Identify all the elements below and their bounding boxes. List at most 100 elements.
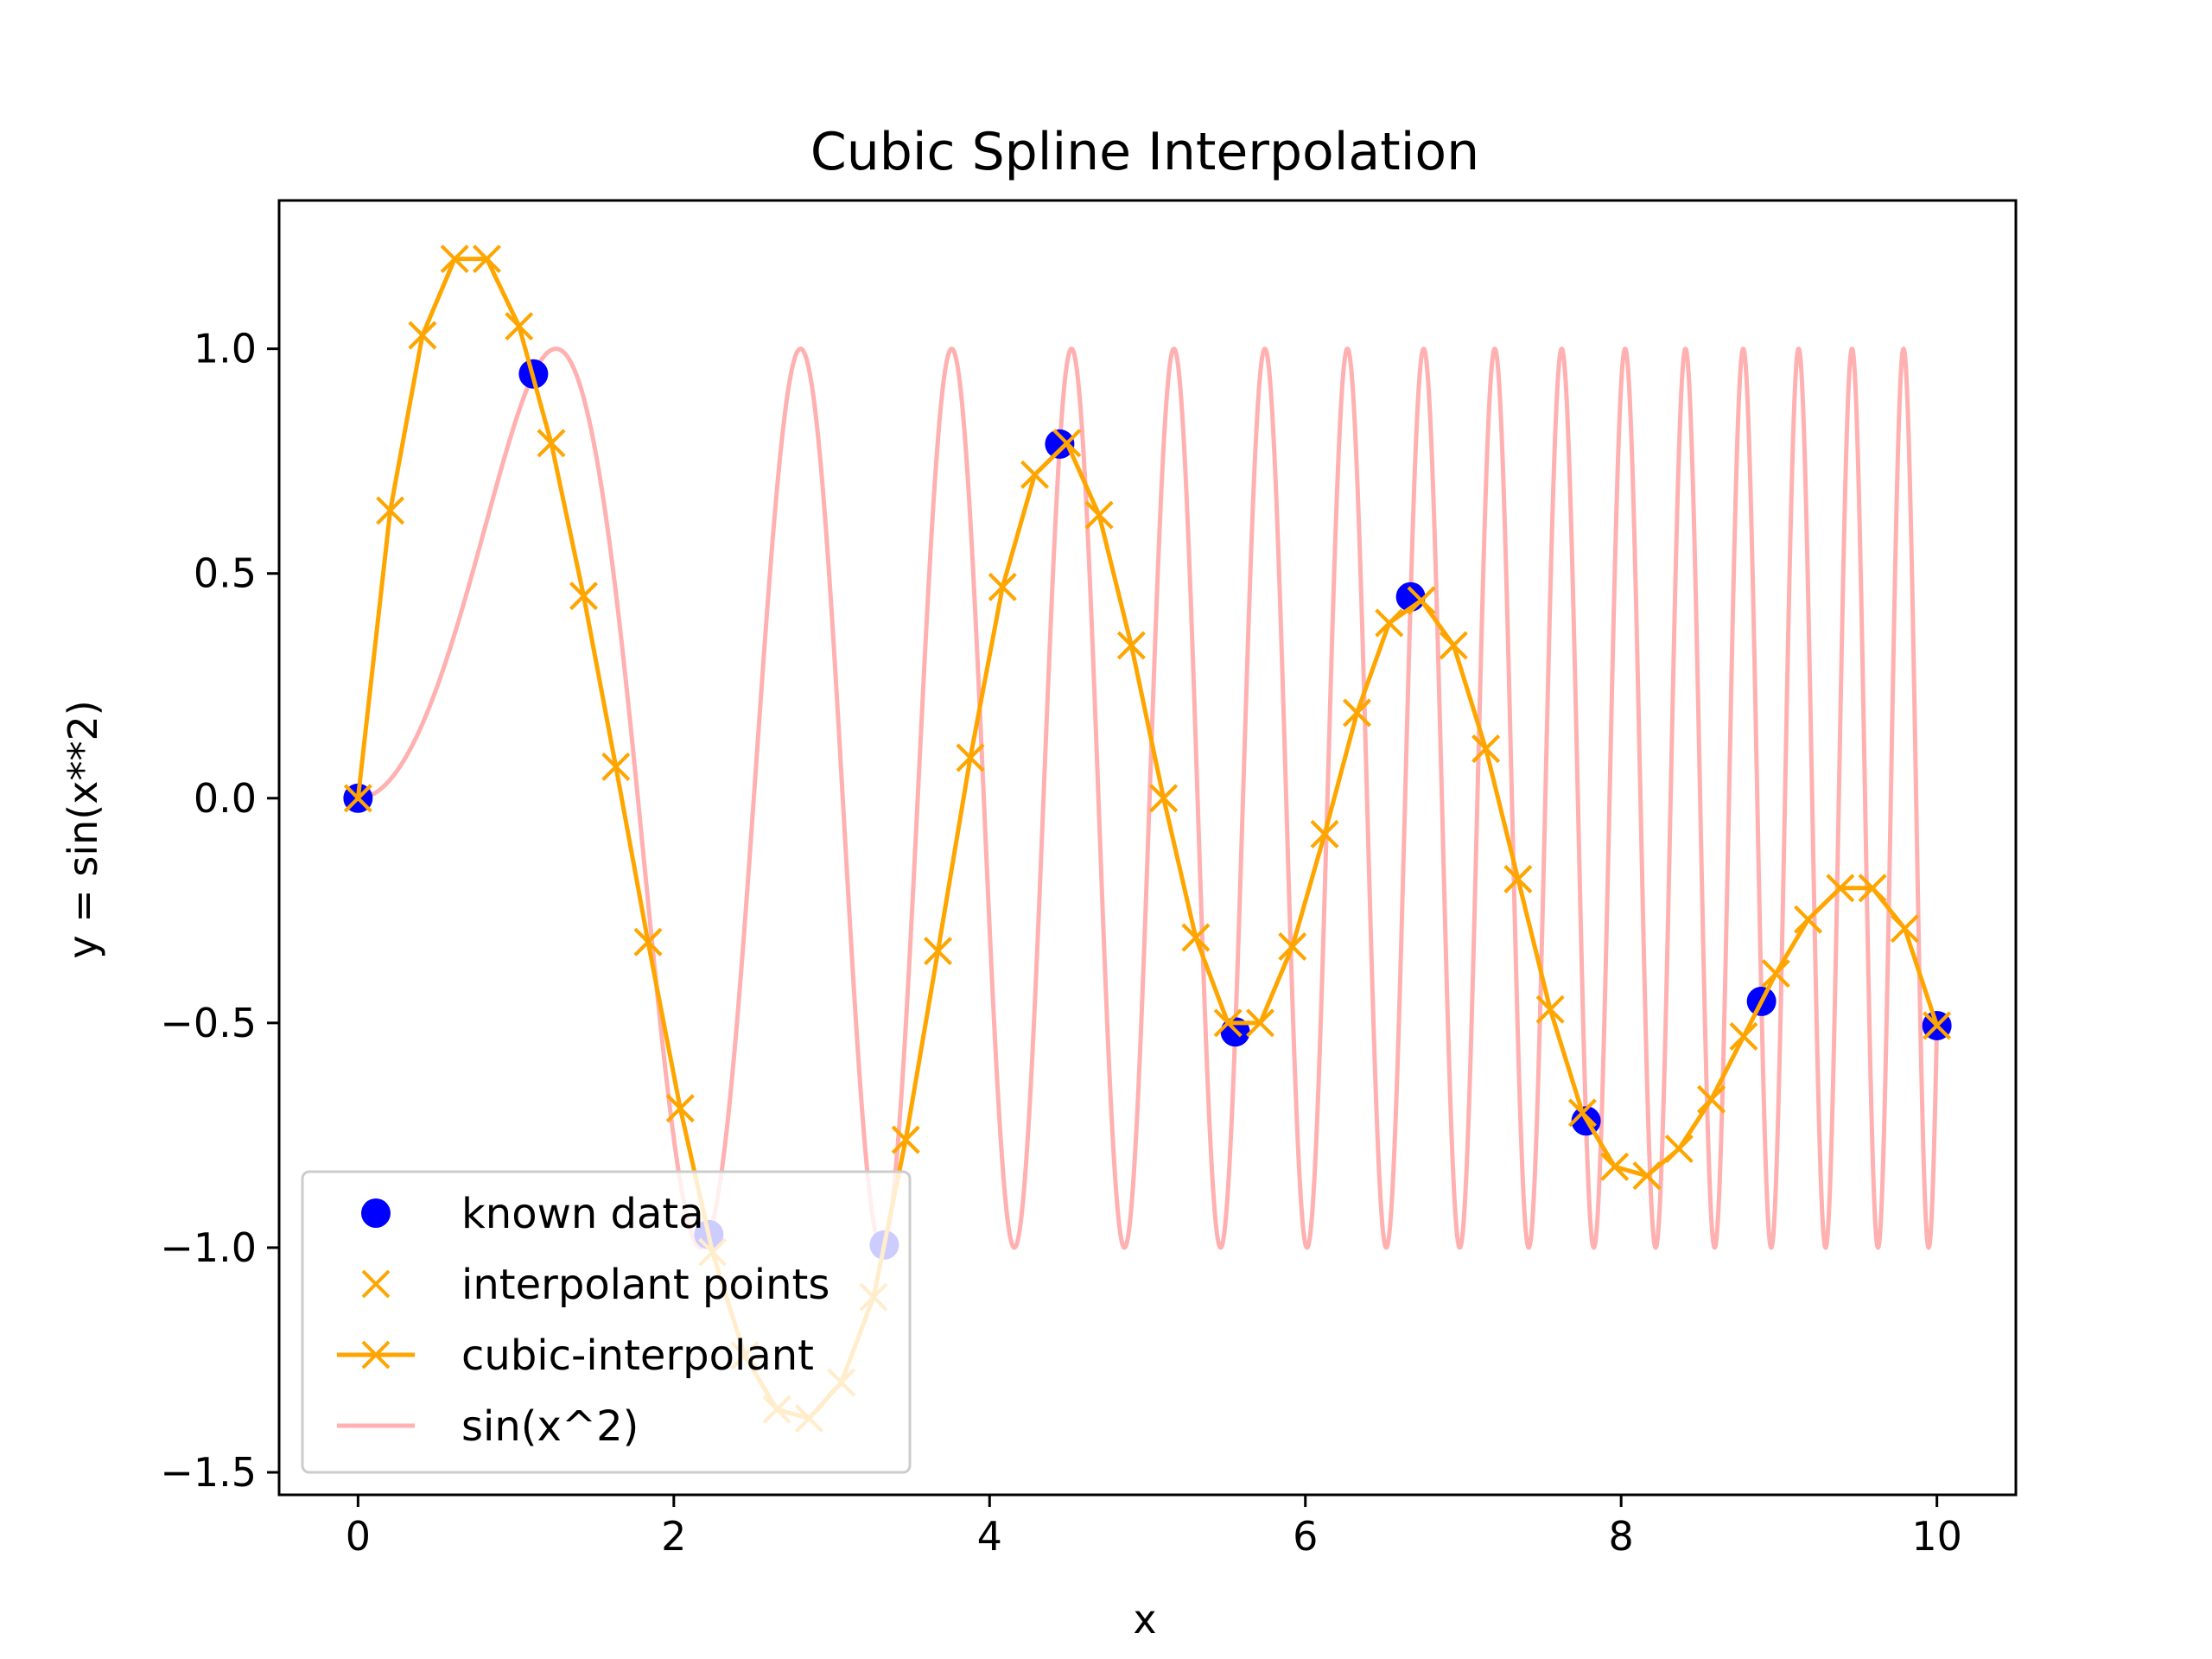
- cubic-interpolant-marker: [956, 743, 985, 772]
- cubic-interpolant-marker: [537, 429, 566, 458]
- legend-handle-cubic-marker-stroke-b: [361, 1340, 391, 1370]
- cubic-interpolant-marker-stroke-b: [1697, 1084, 1726, 1114]
- cubic-interpolant-marker: [1503, 864, 1533, 893]
- cubic-interpolant-marker-stroke-b: [1503, 864, 1533, 893]
- x-tick-label: 4: [977, 1513, 1002, 1560]
- x-tick-label: 6: [1293, 1513, 1318, 1560]
- series-sin-x2-line: [356, 346, 1940, 1250]
- cubic-interpolant-marker: [1375, 608, 1404, 638]
- cubic-interpolant-marker: [343, 784, 372, 813]
- cubic-interpolant-marker: [1181, 923, 1211, 952]
- cubic-interpolant-marker-stroke-b: [1632, 1161, 1662, 1191]
- cubic-interpolant-marker: [1567, 1098, 1597, 1128]
- y-tick-label: −1.0: [160, 1224, 257, 1271]
- cubic-interpolant-marker: [1697, 1084, 1726, 1114]
- cubic-interpolant-marker-stroke-b: [988, 572, 1017, 601]
- cubic-interpolant-marker: [633, 927, 663, 957]
- legend-handle-interpolant-points-stroke-b: [361, 1269, 391, 1299]
- cubic-interpolant-marker-stroke-b: [1375, 608, 1404, 638]
- y-tick-label: −1.5: [160, 1449, 257, 1496]
- cubic-interpolant-marker: [1535, 995, 1565, 1024]
- cubic-interpolant-marker-stroke-b: [924, 937, 952, 966]
- x-tick-label: 2: [661, 1513, 686, 1560]
- cubic-interpolant-marker-stroke-b: [569, 582, 598, 611]
- cubic-interpolant-marker: [891, 1125, 920, 1154]
- cubic-interpolant-marker-stroke-b: [1343, 698, 1371, 728]
- cubic-interpolant-marker: [440, 245, 469, 274]
- chart-title: Cubic Spline Interpolation: [810, 122, 1479, 182]
- cubic-interpolant-marker: [1794, 905, 1822, 934]
- cubic-interpolant-marker-stroke-b: [1310, 819, 1339, 849]
- cubic-interpolant-marker: [1439, 631, 1468, 660]
- cubic-interpolant-marker: [1084, 500, 1114, 530]
- x-tick-label: 10: [1911, 1513, 1962, 1560]
- cubic-interpolant-marker: [1149, 784, 1179, 813]
- cubic-interpolant-marker: [1213, 1008, 1243, 1038]
- cubic-interpolant-marker-stroke-b: [1246, 1008, 1274, 1038]
- cubic-interpolant-marker-stroke-b: [1052, 429, 1082, 458]
- cubic-interpolant-marker: [473, 245, 501, 274]
- known-data-point: [1045, 429, 1075, 459]
- cubic-interpolant-marker-stroke-b: [1567, 1098, 1597, 1128]
- axes-frame: [277, 199, 2018, 1497]
- cubic-interpolant-marker-stroke-b: [440, 245, 469, 274]
- cubic-interpolant-marker-stroke-b: [505, 312, 534, 341]
- cubic-interpolant-marker-stroke-b: [1116, 631, 1146, 660]
- cubic-interpolant-marker-stroke-b: [1535, 995, 1565, 1024]
- cubic-interpolant-marker: [1343, 698, 1371, 728]
- cubic-interpolant-marker: [665, 1094, 695, 1123]
- cubic-interpolant-marker-stroke-b: [376, 496, 405, 525]
- cubic-interpolant-marker: [1761, 959, 1790, 988]
- cubic-interpolant-marker: [1020, 460, 1049, 489]
- cubic-interpolant-marker: [376, 496, 405, 525]
- cubic-interpolant-marker: [1278, 932, 1307, 961]
- y-tick-label: 0.5: [194, 550, 257, 597]
- axes: 0 2 4 6 8 10 −1.5 −1.0 −0.5 0.0 0.5 1.0: [160, 199, 2018, 1560]
- cubic-interpolant-marker-stroke-b: [1020, 460, 1049, 489]
- x-axis-label: x: [1133, 1596, 1156, 1643]
- cubic-interpolant-marker: [505, 312, 534, 341]
- cubic-interpolant-marker-stroke-b: [1858, 874, 1887, 903]
- cubic-interpolant-marker-stroke-b: [956, 743, 985, 772]
- cubic-interpolant-marker-stroke-b: [601, 752, 631, 781]
- cubic-interpolant-marker-stroke-b: [1794, 905, 1822, 934]
- cubic-interpolant-marker: [1116, 631, 1146, 660]
- legend-box: [301, 1170, 912, 1474]
- legend-label: cubic-interpolant: [461, 1332, 814, 1380]
- legend-handle-cubic-marker: [361, 1340, 391, 1370]
- legend-label: interpolant points: [461, 1261, 830, 1309]
- cubic-interpolant-marker: [988, 572, 1017, 601]
- cubic-interpolant-marker: [1600, 1152, 1630, 1181]
- cubic-interpolant-marker: [1310, 819, 1339, 849]
- cubic-interpolant-marker-stroke-b: [1664, 1135, 1694, 1163]
- cubic-interpolant-marker: [1632, 1161, 1662, 1191]
- cubic-interpolant-marker-stroke-b: [1826, 874, 1855, 903]
- y-tick-label: 0.0: [194, 775, 257, 822]
- cubic-interpolant-marker-stroke-b: [1278, 932, 1307, 961]
- x-tick-label: 8: [1609, 1513, 1634, 1560]
- cubic-interpolant-marker: [1407, 586, 1436, 615]
- cubic-interpolant-marker-stroke-b: [1600, 1152, 1630, 1181]
- cubic-interpolant-marker-stroke-b: [1149, 784, 1179, 813]
- y-tick-label: −0.5: [160, 1000, 257, 1046]
- cubic-interpolant-marker-stroke-b: [1181, 923, 1211, 952]
- cubic-interpolant-marker: [1923, 1011, 1952, 1040]
- cubic-interpolant-marker: [1890, 914, 1919, 944]
- cubic-interpolant-marker-stroke-b: [1213, 1008, 1243, 1038]
- cubic-interpolant-marker: [924, 937, 952, 966]
- cubic-interpolant-marker: [1471, 734, 1500, 763]
- cubic-interpolant-marker-stroke-b: [633, 927, 663, 957]
- cubic-interpolant-marker: [408, 321, 437, 350]
- cubic-interpolant-marker-stroke-b: [408, 321, 437, 350]
- legend-label: sin(x^2): [461, 1402, 639, 1451]
- cubic-interpolant-marker-stroke-b: [537, 429, 566, 458]
- cubic-interpolant-marker: [1858, 874, 1887, 903]
- cubic-interpolant-marker: [569, 582, 598, 611]
- cubic-interpolant-marker: [1052, 429, 1082, 458]
- cubic-interpolant-marker: [1826, 874, 1855, 903]
- cubic-interpolant-marker-stroke-b: [1761, 959, 1790, 988]
- cubic-interpolant-marker-stroke-b: [473, 245, 501, 274]
- legend: known data interpolant points cubic-interp…: [301, 1170, 912, 1474]
